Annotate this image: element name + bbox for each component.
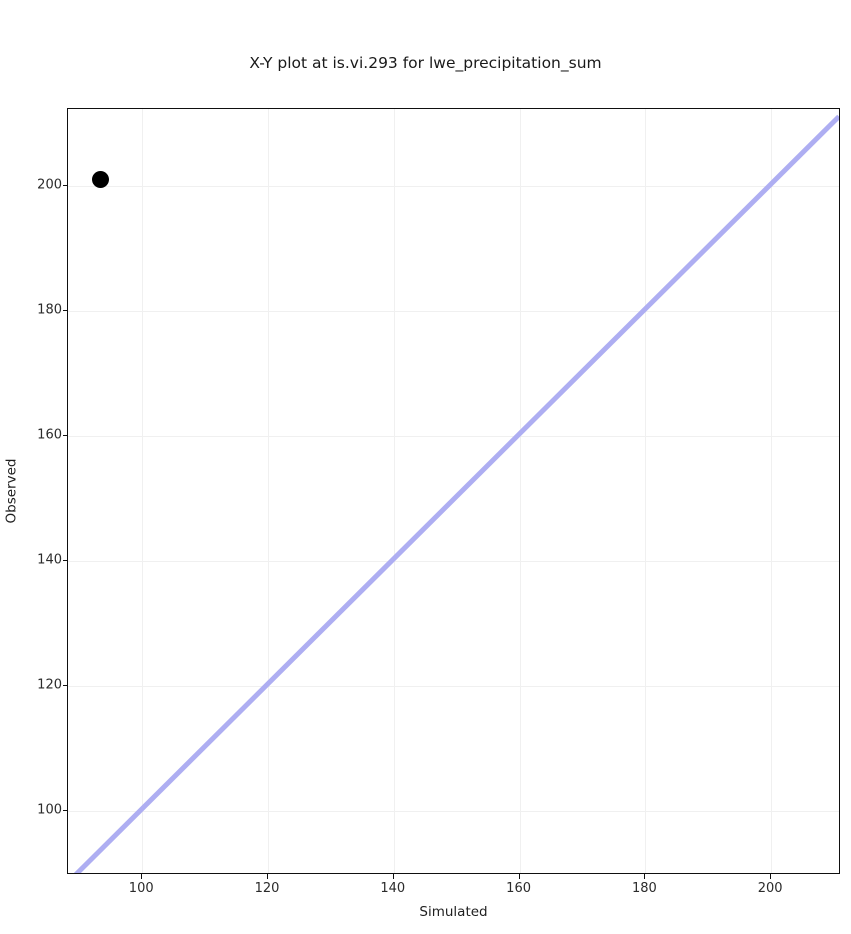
gridline-horizontal xyxy=(68,310,839,312)
gridline-horizontal xyxy=(68,185,839,187)
y-axis-tick-label: 120 xyxy=(37,677,62,693)
y-axis-tick-label: 140 xyxy=(37,552,62,568)
gridline-vertical xyxy=(645,109,647,873)
x-axis-tick-label: 120 xyxy=(254,881,280,896)
y-axis-tick-label: 180 xyxy=(37,302,62,318)
y-axis-tick-label: 100 xyxy=(37,802,62,818)
gridline-horizontal xyxy=(68,685,839,687)
x-axis-tick xyxy=(770,874,772,879)
y-axis-tick-label: 200 xyxy=(37,177,62,193)
one-to-one-line xyxy=(73,114,839,873)
x-axis-tick-label: 100 xyxy=(128,881,154,896)
y-axis-label: Observed xyxy=(0,108,22,874)
y-axis-tick xyxy=(62,434,67,436)
gridline-vertical xyxy=(393,109,395,873)
gridline-vertical xyxy=(771,109,773,873)
plot-area xyxy=(67,108,840,874)
x-axis-tick xyxy=(518,874,520,879)
data-point xyxy=(91,171,109,189)
x-axis-tick xyxy=(267,874,268,879)
chart-title-line-1: X-Y plot at is.vi.293 for lwe_precipitat… xyxy=(249,54,602,72)
x-axis-tick xyxy=(392,874,394,879)
gridline-horizontal xyxy=(68,560,839,562)
gridline-horizontal xyxy=(68,435,839,437)
gridline-vertical xyxy=(519,109,521,873)
y-axis-tick xyxy=(62,184,67,186)
y-axis-tick-label: 160 xyxy=(37,427,62,443)
y-axis-label-text: Observed xyxy=(3,458,20,524)
y-axis-tick xyxy=(62,684,67,686)
x-axis-tick-label: 140 xyxy=(380,881,406,896)
x-axis-tick xyxy=(644,874,646,879)
plot-inner xyxy=(68,109,839,873)
x-axis-tick-label: 200 xyxy=(757,881,783,896)
gridline-horizontal xyxy=(68,810,839,812)
x-axis-label: Simulated xyxy=(419,904,488,920)
gridline-vertical xyxy=(142,109,144,873)
y-axis-tick xyxy=(62,309,67,311)
x-axis-tick-label: 160 xyxy=(506,881,532,896)
x-axis-tick-label: 180 xyxy=(631,881,657,896)
x-axis-tick xyxy=(141,874,143,879)
y-axis-tick xyxy=(62,809,67,811)
y-axis-tick xyxy=(62,559,67,561)
gridline-vertical xyxy=(268,109,269,873)
